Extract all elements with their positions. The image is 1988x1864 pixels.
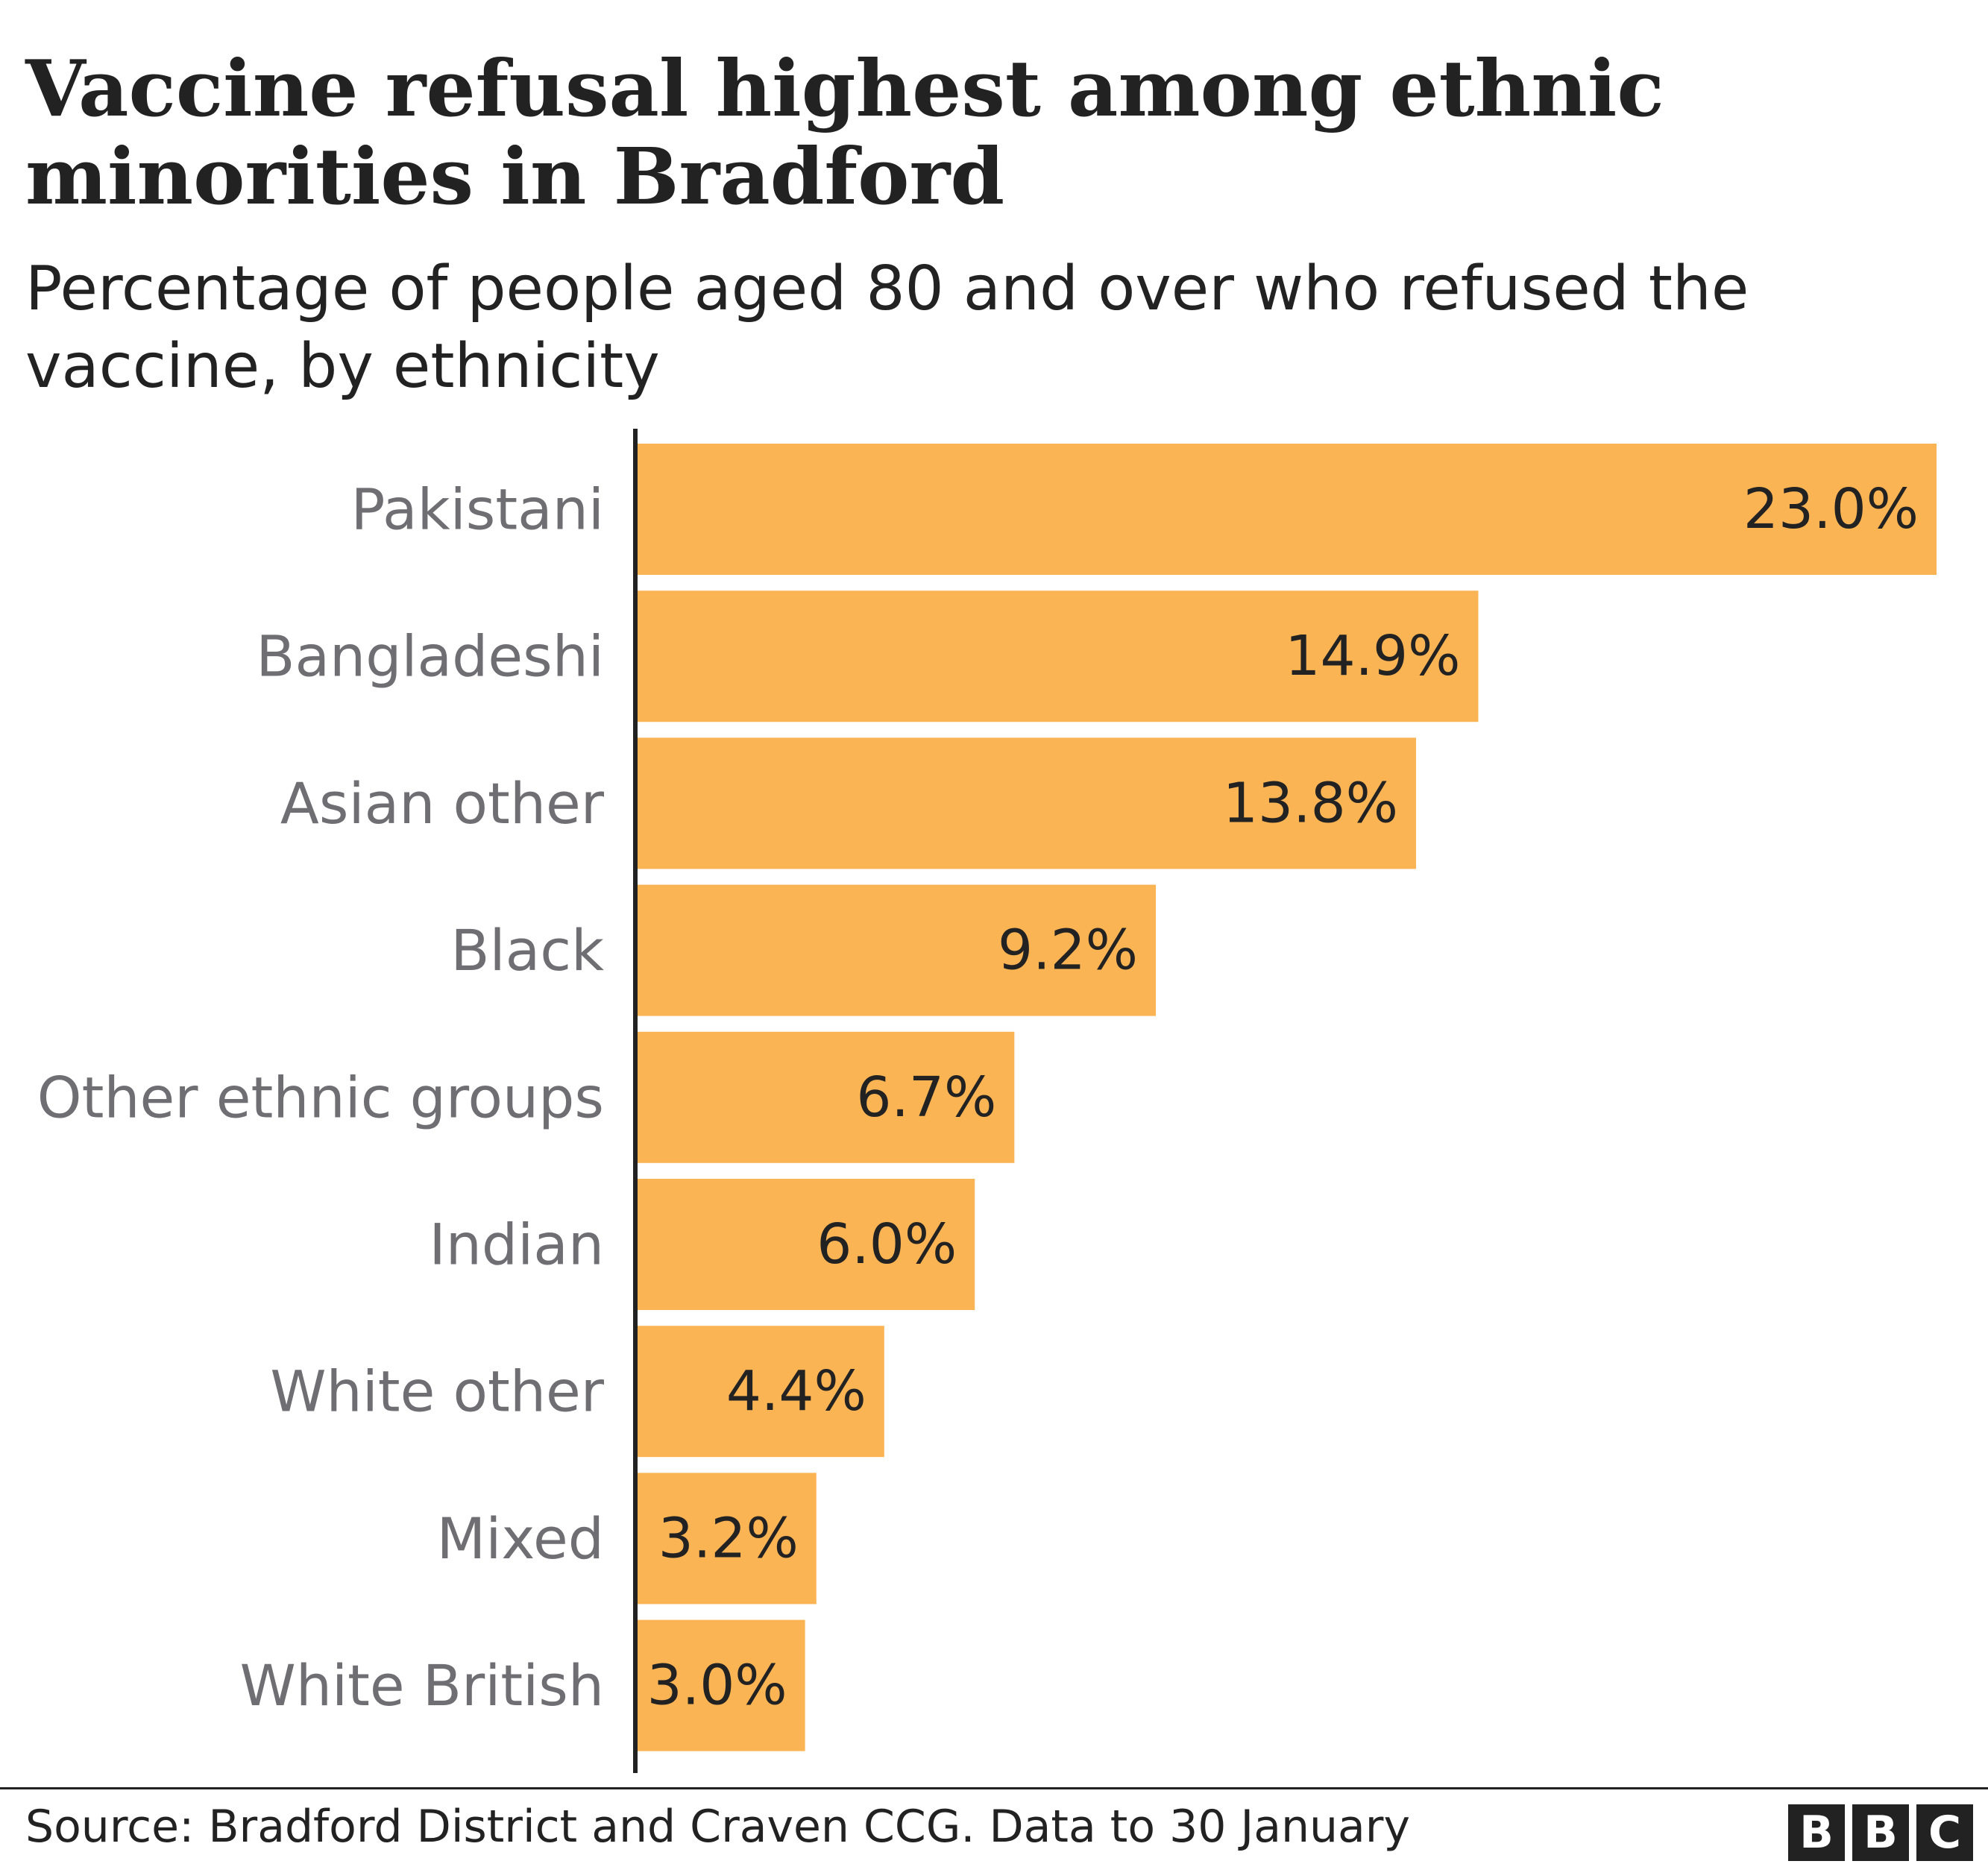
chart-subtitle: Percentage of people aged 80 and over wh… xyxy=(25,254,1749,402)
category-label: Mixed xyxy=(437,1505,604,1572)
category-label: White other xyxy=(270,1358,604,1425)
bar-indian xyxy=(635,1179,975,1310)
value-label: 9.2% xyxy=(998,919,1138,983)
bar-black xyxy=(635,884,1156,1016)
category-label: Bangladeshi xyxy=(256,623,604,690)
bbc-logo-letter-c: C xyxy=(1916,1804,1973,1861)
bar-asian-other xyxy=(635,737,1416,869)
bbc-logo-letter-b1: B xyxy=(1788,1804,1845,1861)
category-label: White British xyxy=(240,1652,604,1719)
bbc-logo: B B C xyxy=(1788,1804,1973,1861)
category-label: Other ethnic groups xyxy=(37,1064,604,1130)
value-label: 3.0% xyxy=(647,1654,787,1718)
bar-white-british xyxy=(635,1619,805,1751)
bar-pakistani xyxy=(635,444,1937,575)
value-label: 14.9% xyxy=(1285,624,1460,688)
category-label: Indian xyxy=(429,1212,604,1278)
bar-white-other xyxy=(635,1326,884,1458)
value-label: 13.8% xyxy=(1223,771,1398,835)
value-label: 6.0% xyxy=(817,1212,957,1276)
chart-title: Vaccine refusal highest among ethnic min… xyxy=(25,42,1664,222)
value-label: 3.2% xyxy=(658,1506,799,1570)
category-label: Asian other xyxy=(280,770,605,837)
footer-divider xyxy=(0,1787,1988,1789)
bar-other-ethnic-groups xyxy=(635,1031,1015,1163)
value-label: 23.0% xyxy=(1743,477,1919,541)
value-label: 4.4% xyxy=(726,1359,866,1423)
category-label: Black xyxy=(450,917,604,983)
bbc-logo-letter-b2: B xyxy=(1852,1804,1909,1861)
bar-mixed xyxy=(635,1473,817,1605)
source-note: Source: Bradford District and Craven CCG… xyxy=(25,1801,1410,1853)
bar-bangladeshi xyxy=(635,591,1479,722)
category-label: Pakistani xyxy=(351,476,604,543)
value-label: 6.7% xyxy=(856,1065,996,1130)
